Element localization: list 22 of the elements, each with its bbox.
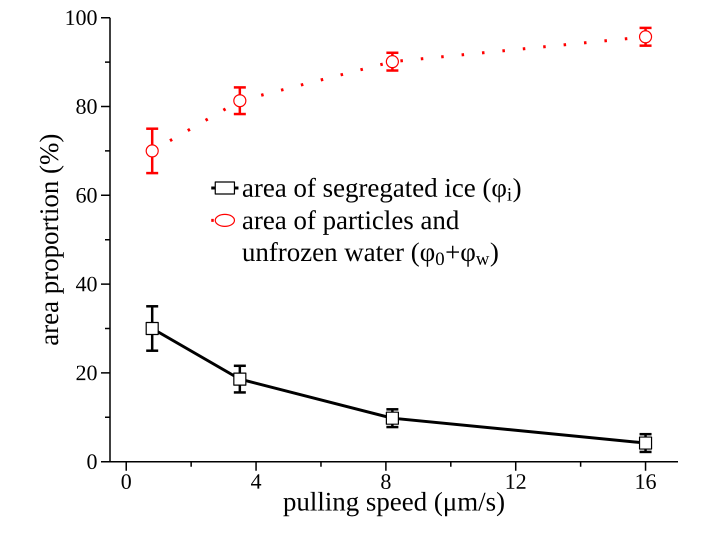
legend-label: area of particles and unfrozen water (φ$_{0}$+φ$_{w}$) [242,210,498,267]
point [233,372,246,386]
point [233,94,246,108]
point [638,30,652,44]
x-tick-label: 16 [636,474,656,489]
point [146,144,159,158]
y-tick-label: 80 [76,99,97,114]
point [386,412,399,425]
x-tick-label: 4 [251,474,262,489]
legend-label: area of segregated ice (φ$_{i}$) [242,178,520,203]
y-tick-label: 20 [76,366,97,380]
y-tick-label: 40 [76,276,97,292]
y-tick-label: 100 [66,10,97,26]
y-tick-label: 60 [76,188,97,203]
x-tick-label: 8 [381,474,391,490]
y-tick-label: 0 [87,454,97,470]
point [146,322,159,336]
y-axis-title: area proportion (%) [39,134,64,345]
x-tick-label: 12 [506,474,526,489]
x-axis-title: pulling speed (μm/s) [283,492,504,516]
point [386,55,399,68]
x-tick-label: 0 [122,474,131,490]
